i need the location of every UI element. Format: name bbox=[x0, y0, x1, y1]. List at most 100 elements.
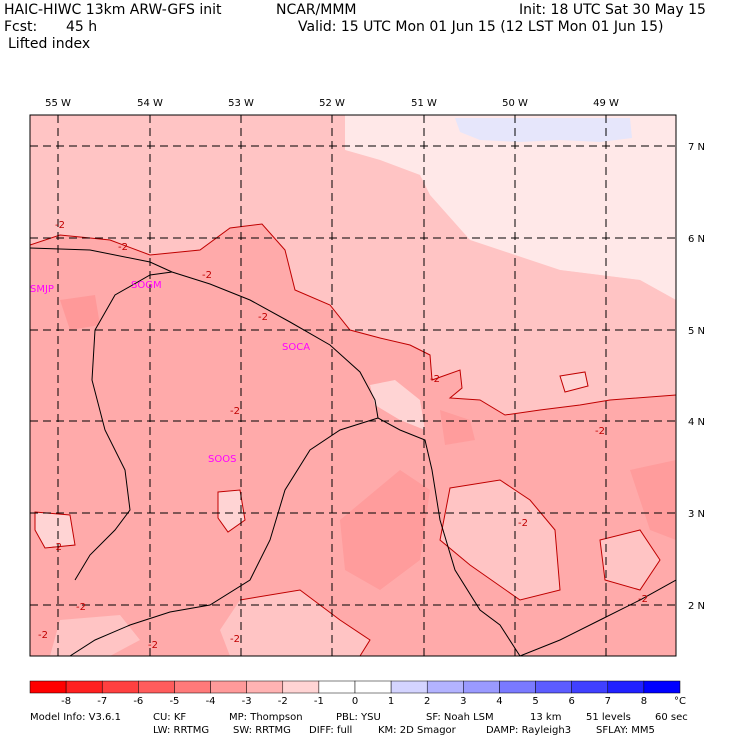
colorbar-tick-label: 7 bbox=[605, 696, 611, 707]
colorbar-tick-label: -1 bbox=[314, 696, 324, 707]
colorbar-swatch bbox=[318, 680, 356, 694]
contour-label: -2 bbox=[230, 406, 240, 417]
contour-line bbox=[30, 223, 676, 416]
footer-lw: LW: RRTMG bbox=[153, 725, 210, 736]
contour-label: -2 bbox=[148, 640, 158, 651]
li-dark-patch bbox=[60, 295, 100, 330]
lon-label: 54 W bbox=[137, 98, 163, 109]
lon-label: 51 W bbox=[411, 98, 437, 109]
li-light-spot bbox=[560, 372, 588, 392]
footer-levels: 51 levels bbox=[586, 712, 631, 723]
lifted-index-field: -2 -2 -2 -2 -2 -2 -2 -2 -2 -2 -2 -2 -2 -… bbox=[30, 115, 676, 656]
colorbar-swatch bbox=[29, 680, 67, 694]
contour-line bbox=[599, 529, 661, 591]
fcst-value: 45 h bbox=[66, 19, 98, 35]
region-label-soca: SOCA bbox=[282, 342, 310, 353]
field-name: Lifted index bbox=[8, 36, 91, 52]
colorbar-swatch bbox=[65, 680, 103, 694]
li-positive-area bbox=[455, 118, 632, 142]
region-label-smjp: SMJP bbox=[30, 284, 54, 295]
colorbar-swatch bbox=[390, 680, 428, 694]
contour-line bbox=[217, 489, 246, 533]
lat-label: 6 N bbox=[688, 234, 705, 245]
footer-diff: DIFF: full bbox=[309, 725, 353, 736]
colorbar-swatch bbox=[101, 680, 139, 694]
colorbar-tick-label: -5 bbox=[169, 696, 179, 707]
colorbar-tick-label: 2 bbox=[424, 696, 430, 707]
colorbar-swatch bbox=[354, 680, 392, 694]
colorbar-tick-label: -4 bbox=[206, 696, 216, 707]
colorbar-swatch bbox=[643, 680, 681, 694]
contour-label: -2 bbox=[638, 594, 648, 605]
footer-cu: CU: KF bbox=[153, 712, 187, 723]
colorbar-tick-label: 3 bbox=[460, 696, 466, 707]
footer-model-info: Model Info: V3.6.1 bbox=[30, 712, 121, 723]
border-line bbox=[74, 271, 173, 581]
li-light-spot bbox=[35, 512, 75, 548]
colorbar-swatch bbox=[499, 680, 536, 694]
contour-label: -2 bbox=[118, 242, 128, 253]
contour-line bbox=[34, 511, 76, 549]
li-light-spot bbox=[218, 490, 245, 532]
contour-label: -2 bbox=[76, 602, 86, 613]
model-title: HAIC-HIWC 13km ARW-GFS init bbox=[4, 2, 222, 18]
org-label: NCAR/MMM bbox=[276, 2, 357, 18]
colorbar-unit: °C bbox=[674, 696, 686, 707]
lat-label: 7 N bbox=[688, 142, 705, 153]
contour-label: -2 bbox=[258, 312, 268, 323]
init-time: Init: 18 UTC Sat 30 May 15 bbox=[519, 2, 706, 18]
region-label-sogm: SOGM bbox=[131, 280, 162, 291]
colorbar-tick-label: -7 bbox=[97, 696, 107, 707]
fcst-label: Fcst: bbox=[4, 19, 38, 35]
colorbar-tick-label: -2 bbox=[278, 696, 288, 707]
colorbar-swatch bbox=[138, 680, 175, 694]
contour-label: -2 bbox=[518, 518, 528, 529]
contour-label: -2 bbox=[52, 542, 62, 553]
lon-label: 53 W bbox=[228, 98, 254, 109]
colorbar-tick-label: 8 bbox=[641, 696, 647, 707]
colorbar-swatch bbox=[246, 680, 284, 694]
footer-damp: DAMP: Rayleigh3 bbox=[486, 725, 572, 736]
colorbar-swatch bbox=[535, 680, 572, 694]
footer-sf: SF: Noah LSM bbox=[426, 712, 494, 723]
colorbar-tick-label: 4 bbox=[496, 696, 502, 707]
footer-mp: MP: Thompson bbox=[229, 712, 303, 723]
footer-sw: SW: RRTMG bbox=[233, 725, 291, 736]
map-frame bbox=[29, 114, 677, 657]
colorbar-swatch bbox=[463, 680, 500, 694]
colorbar-tick-label: 1 bbox=[388, 696, 394, 707]
colorbar-swatch bbox=[426, 680, 464, 694]
li-light-spot bbox=[440, 480, 560, 600]
colorbar-tick-label: -6 bbox=[133, 696, 143, 707]
li-light-spot bbox=[50, 615, 140, 656]
contour-line bbox=[239, 589, 371, 656]
colorbar-swatch bbox=[174, 680, 211, 694]
colorbar-tick-label: 6 bbox=[568, 696, 574, 707]
lon-label: 52 W bbox=[319, 98, 345, 109]
contour-line bbox=[559, 371, 589, 393]
colorbar-tick-label: -8 bbox=[61, 696, 71, 707]
region-label-soos: SOOS bbox=[208, 454, 236, 465]
border-line bbox=[519, 579, 676, 656]
colorbar-swatch bbox=[210, 680, 247, 694]
li-dark-patch bbox=[340, 470, 430, 590]
colorbar-swatch bbox=[282, 680, 320, 694]
li-light-spot bbox=[600, 530, 660, 590]
footer-resolution: 13 km bbox=[530, 712, 562, 723]
colorbar-tick-label: 0 bbox=[352, 696, 358, 707]
li-dark-patch bbox=[630, 460, 676, 540]
footer-sflay: SFLAY: MM5 bbox=[596, 725, 655, 736]
lat-label: 4 N bbox=[688, 417, 705, 428]
footer-timestep: 60 sec bbox=[655, 712, 688, 723]
lat-label: 3 N bbox=[688, 509, 705, 520]
latlon-grid bbox=[30, 115, 676, 656]
lon-label: 50 W bbox=[502, 98, 528, 109]
colorbar-tick-label: -3 bbox=[242, 696, 252, 707]
li-dark-patch bbox=[440, 410, 475, 445]
contour-label: -2 bbox=[38, 630, 48, 641]
contour-label: -2 bbox=[55, 220, 65, 231]
footer-pbl: PBL: YSU bbox=[336, 712, 381, 723]
contour-line bbox=[439, 479, 561, 601]
contour-label: -2 bbox=[230, 634, 240, 645]
